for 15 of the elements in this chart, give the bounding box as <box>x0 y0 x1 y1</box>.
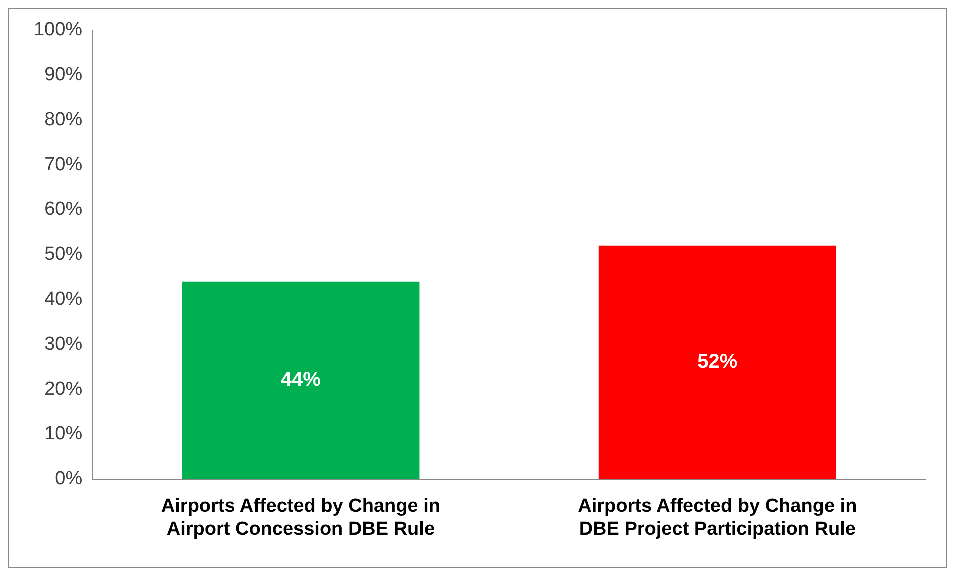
y-tick-label: 60% <box>44 199 83 220</box>
y-tick-label: 10% <box>44 424 83 445</box>
data-label: 52% <box>698 351 738 374</box>
x-tick-label: Airports Affected by Change in Airport Concession DBE Rule <box>161 496 440 540</box>
y-tick-label: 100% <box>34 20 83 41</box>
y-tick-label: 90% <box>44 64 83 86</box>
y-tick-label: 30% <box>44 334 83 355</box>
data-label: 44% <box>280 369 322 392</box>
y-tick-label: 40% <box>44 289 83 310</box>
y-tick-label: 20% <box>44 378 83 400</box>
x-tick-label: Airports Affected by Change in DBE Project Participation Rule <box>578 496 858 540</box>
y-tick-label: 70% <box>44 154 83 176</box>
y-tick-label: 0% <box>55 468 83 490</box>
y-tick-label: 80% <box>44 109 83 130</box>
y-tick-label: 50% <box>44 244 83 266</box>
